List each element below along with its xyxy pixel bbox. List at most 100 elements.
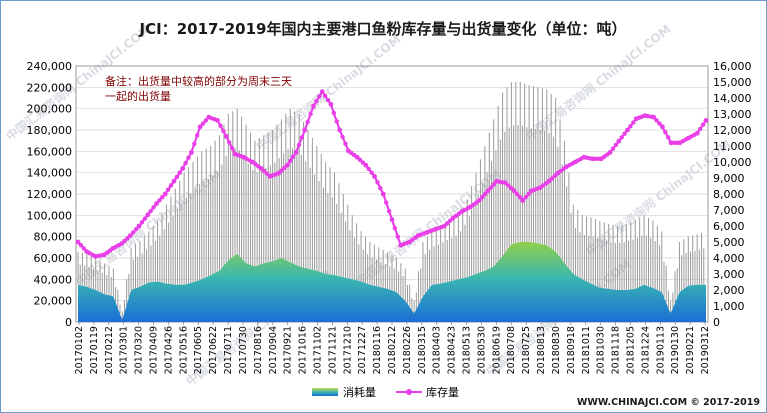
inventory-point (331, 110, 337, 116)
inventory-point (131, 230, 136, 235)
inventory-point (328, 102, 334, 107)
right-tick-label: 10,000 (713, 156, 752, 169)
x-tick-label: 20181030 (596, 326, 607, 374)
right-tick-label: 8,000 (713, 188, 745, 201)
inventory-point (366, 166, 371, 172)
left-tick-label: 20,000 (34, 295, 73, 308)
inventory-point (334, 119, 339, 124)
x-tick-label: 20180513 (462, 326, 473, 374)
inventory-point (476, 198, 482, 203)
x-tick-label: 20170711 (223, 326, 234, 374)
inventory-point (502, 180, 508, 186)
right-tick-label: 15,000 (713, 76, 752, 89)
right-tick-label: 5,000 (713, 236, 745, 249)
inventory-point (479, 195, 485, 200)
inventory-point (314, 99, 319, 104)
inventory-point (221, 128, 226, 134)
right-tick-label: 2,000 (713, 284, 745, 297)
legend-label-consumption: 消耗量 (343, 385, 376, 399)
inventory-point (290, 154, 296, 159)
right-tick-label: 16,000 (713, 60, 752, 73)
left-axis-ticks: 0 20,000 40,000 60,000 80,000 100,000 120,000 1… (27, 60, 73, 329)
inventory-point (517, 195, 523, 200)
left-tick-label: 220,000 (27, 81, 73, 94)
inventory-point (165, 187, 171, 192)
x-tick-label: 20181224 (640, 326, 651, 374)
x-tick-label: 20170516 (178, 326, 189, 374)
left-tick-label: 180,000 (27, 124, 73, 137)
right-tick-label: 7,000 (713, 204, 745, 217)
inventory-point (226, 140, 232, 145)
left-tick-label: 0 (65, 316, 72, 329)
inventory-point (389, 217, 395, 223)
inventory-point (174, 174, 180, 180)
inventory-point (378, 185, 383, 191)
x-tick-label: 20170622 (208, 326, 219, 374)
inventory-point (229, 145, 235, 151)
left-tick-label: 160,000 (27, 145, 73, 158)
inventory-point (284, 162, 290, 168)
right-tick-label: 9,000 (713, 172, 745, 185)
right-tick-label: 4,000 (713, 252, 745, 265)
inventory-point (319, 89, 325, 94)
inventory-point (488, 185, 494, 190)
inventory-point (311, 103, 316, 109)
inventory-point (380, 191, 386, 197)
inventory-point (506, 183, 511, 188)
left-tick-label: 100,000 (27, 209, 73, 222)
x-tick-label: 20190221 (685, 326, 696, 374)
inventory-point (157, 198, 162, 203)
x-tick-label: 20171016 (298, 326, 309, 374)
left-tick-label: 40,000 (34, 273, 73, 286)
inventory-point (337, 127, 343, 133)
x-tick-label: 20171121 (327, 326, 338, 374)
x-tick-label: 20180212 (387, 326, 398, 374)
x-tick-label: 20180813 (536, 326, 547, 374)
inventory-point (75, 239, 81, 245)
x-tick-label: 20180403 (432, 326, 443, 374)
inventory-point (203, 118, 209, 123)
inventory-point (491, 182, 496, 187)
inventory-point (197, 124, 203, 130)
watermark-text: 中国汇易咨询网 ChinaJCI.COM (353, 166, 504, 288)
inventory-point (694, 130, 700, 136)
inventory-point (657, 121, 662, 126)
right-tick-label: 14,000 (713, 92, 752, 105)
inventory-point (549, 176, 555, 181)
inventory-point (279, 168, 284, 173)
inventory-point (293, 150, 299, 155)
x-tick-label: 20181011 (581, 326, 592, 374)
inventory-point (186, 155, 191, 160)
inventory-point (305, 119, 310, 125)
legend: 消耗量 库存量 (312, 385, 459, 399)
consumption-area (78, 242, 706, 322)
inventory-point (663, 129, 668, 135)
legend-label-inventory: 库存量 (426, 385, 459, 399)
left-tick-label: 60,000 (34, 252, 73, 265)
inventory-point (369, 170, 374, 175)
inventory-point (188, 150, 194, 155)
inventory-point (375, 180, 380, 185)
inventory-point (145, 212, 151, 218)
watermark-text: 中国汇易咨询网 ChinaJCI.COM (253, 31, 404, 153)
inventory-point (625, 127, 630, 133)
inventory-point (154, 201, 159, 207)
inventory-point (616, 138, 622, 144)
left-tick-label: 120,000 (27, 188, 73, 201)
inventory-point (654, 118, 659, 123)
inventory-point (383, 200, 389, 205)
inventory-point (485, 188, 491, 194)
left-tick-label: 200,000 (27, 103, 73, 116)
x-tick-label: 20180423 (447, 326, 458, 374)
x-tick-label: 20180619 (491, 326, 502, 374)
x-tick-label: 20180830 (551, 326, 562, 374)
left-tick-label: 240,000 (27, 60, 73, 73)
inventory-point (215, 118, 220, 123)
legend-swatch-consumption (312, 388, 338, 396)
x-tick-label: 20190130 (670, 326, 681, 374)
inventory-point (628, 124, 633, 129)
footer-copyright: WWW.CHINAJCI.COM © 2017-2019 (577, 397, 760, 408)
inventory-point (511, 188, 517, 194)
inventory-point (180, 166, 186, 171)
x-tick-label: 20180708 (506, 326, 517, 374)
